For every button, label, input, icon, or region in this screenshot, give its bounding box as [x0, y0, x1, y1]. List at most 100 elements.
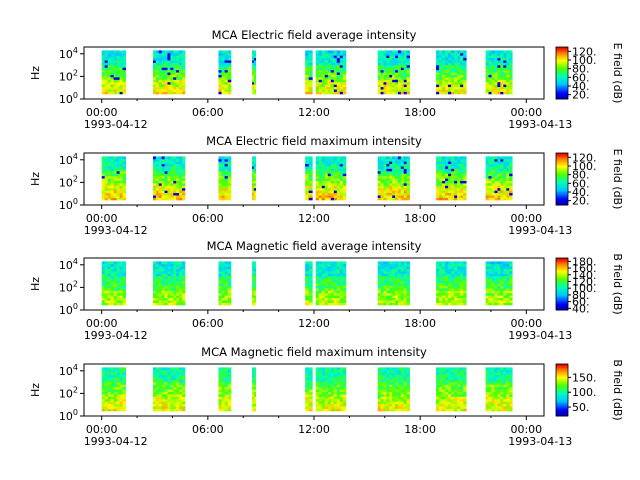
heatmap-cell	[321, 386, 326, 390]
heatmap-cell	[116, 386, 121, 390]
heatmap-cell	[318, 84, 323, 88]
heatmap-cell	[305, 166, 310, 169]
heatmap-cell	[336, 67, 341, 71]
heatmap-cell	[164, 295, 168, 299]
heatmap-cell	[383, 178, 387, 181]
heatmap-cell	[336, 391, 341, 395]
heatmap-cell	[383, 168, 387, 172]
heatmap-cell	[448, 69, 452, 73]
heatmap-cell	[113, 278, 118, 282]
heatmap-cell	[173, 79, 177, 83]
panel-title: MCA Electric field average intensity	[212, 28, 417, 42]
heatmap-cell	[342, 271, 347, 274]
heatmap-cell	[342, 57, 347, 61]
heatmap-cell	[218, 384, 222, 388]
heatmap-cell	[445, 84, 449, 88]
heatmap-cell	[400, 273, 405, 277]
heatmap-cell	[491, 163, 495, 167]
heatmap-cell	[107, 55, 112, 59]
heatmap-cell	[308, 266, 313, 270]
heatmap-cell	[179, 64, 183, 68]
heatmap-cell	[155, 391, 160, 395]
heatmap-cell	[315, 175, 320, 179]
heatmap-cell	[113, 67, 118, 71]
heatmap-cell	[395, 195, 399, 198]
heatmap-cell	[457, 396, 461, 400]
heatmap-cell	[308, 79, 313, 83]
heatmap-cell	[342, 192, 347, 196]
heatmap-cell	[383, 297, 387, 301]
heatmap-cell	[439, 64, 443, 68]
heatmap-cell	[181, 161, 186, 165]
heatmap-cell	[253, 163, 257, 167]
heatmap-cell	[442, 367, 446, 371]
heatmap-cell	[336, 175, 341, 179]
heatmap-cell	[110, 69, 115, 73]
colorbar-swatch	[556, 80, 568, 83]
heatmap-cell	[442, 50, 446, 54]
heatmap-cell	[454, 283, 458, 286]
heatmap-cell	[164, 195, 168, 198]
heatmap-cell	[218, 302, 222, 306]
heatmap-cell	[494, 271, 498, 274]
heatmap-cell	[436, 79, 440, 83]
heatmap-cell	[448, 384, 452, 388]
heatmap-cell	[104, 74, 109, 78]
heatmap-cell	[179, 406, 183, 409]
heatmap-cell	[406, 173, 410, 177]
heatmap-cell	[122, 384, 126, 388]
heatmap-cell	[494, 72, 498, 75]
heatmap-cell	[380, 278, 384, 282]
heatmap-cell	[227, 52, 232, 56]
heatmap-cell	[113, 369, 118, 373]
heatmap-cell	[101, 389, 106, 392]
heatmap-cell	[336, 170, 341, 174]
heatmap-cell	[153, 367, 157, 371]
heatmap-cell	[377, 268, 381, 272]
heatmap-cell	[305, 372, 310, 376]
heatmap-cell	[181, 389, 186, 392]
heatmap-cell	[491, 175, 495, 179]
heatmap-cell	[500, 280, 504, 284]
heatmap-cell	[153, 64, 157, 68]
heatmap-cell	[383, 60, 387, 63]
heatmap-cell	[463, 156, 467, 160]
heatmap-cell	[389, 280, 393, 284]
heatmap-cell	[439, 182, 443, 186]
heatmap-cell	[305, 302, 310, 306]
heatmap-cell	[253, 86, 257, 90]
heatmap-cell	[463, 178, 467, 181]
heatmap-cell	[161, 271, 165, 274]
heatmap-cell	[333, 261, 338, 265]
heatmap-cell	[227, 163, 232, 167]
heatmap-cell	[158, 187, 163, 191]
heatmap-cell	[218, 261, 222, 265]
heatmap-cell	[327, 408, 332, 412]
colorbar-swatch	[556, 166, 568, 168]
heatmap-cell	[161, 163, 165, 167]
heatmap-cell	[392, 268, 396, 272]
heatmap-cell	[218, 74, 222, 78]
heatmap-cell	[315, 161, 320, 165]
heatmap-cell	[252, 173, 255, 177]
heatmap-cell	[252, 168, 255, 172]
heatmap-cell	[116, 408, 121, 412]
heatmap-cell	[164, 275, 168, 279]
heatmap-cell	[122, 273, 126, 277]
heatmap-cell	[327, 158, 332, 162]
heatmap-cell	[500, 180, 504, 184]
heatmap-cell	[448, 76, 452, 80]
heatmap-cell	[155, 50, 160, 54]
heatmap-cell	[227, 178, 232, 181]
heatmap-cell	[494, 280, 498, 284]
heatmap-cell	[509, 263, 513, 267]
heatmap-cell	[403, 50, 408, 54]
heatmap-cell	[397, 391, 402, 395]
heatmap-cell	[179, 50, 183, 54]
heatmap-cell	[454, 273, 458, 277]
heatmap-cell	[406, 195, 410, 198]
heatmap-cell	[389, 74, 393, 78]
colorbar-swatch	[556, 300, 568, 303]
heatmap-cell	[380, 261, 384, 265]
heatmap-cell	[500, 278, 504, 282]
